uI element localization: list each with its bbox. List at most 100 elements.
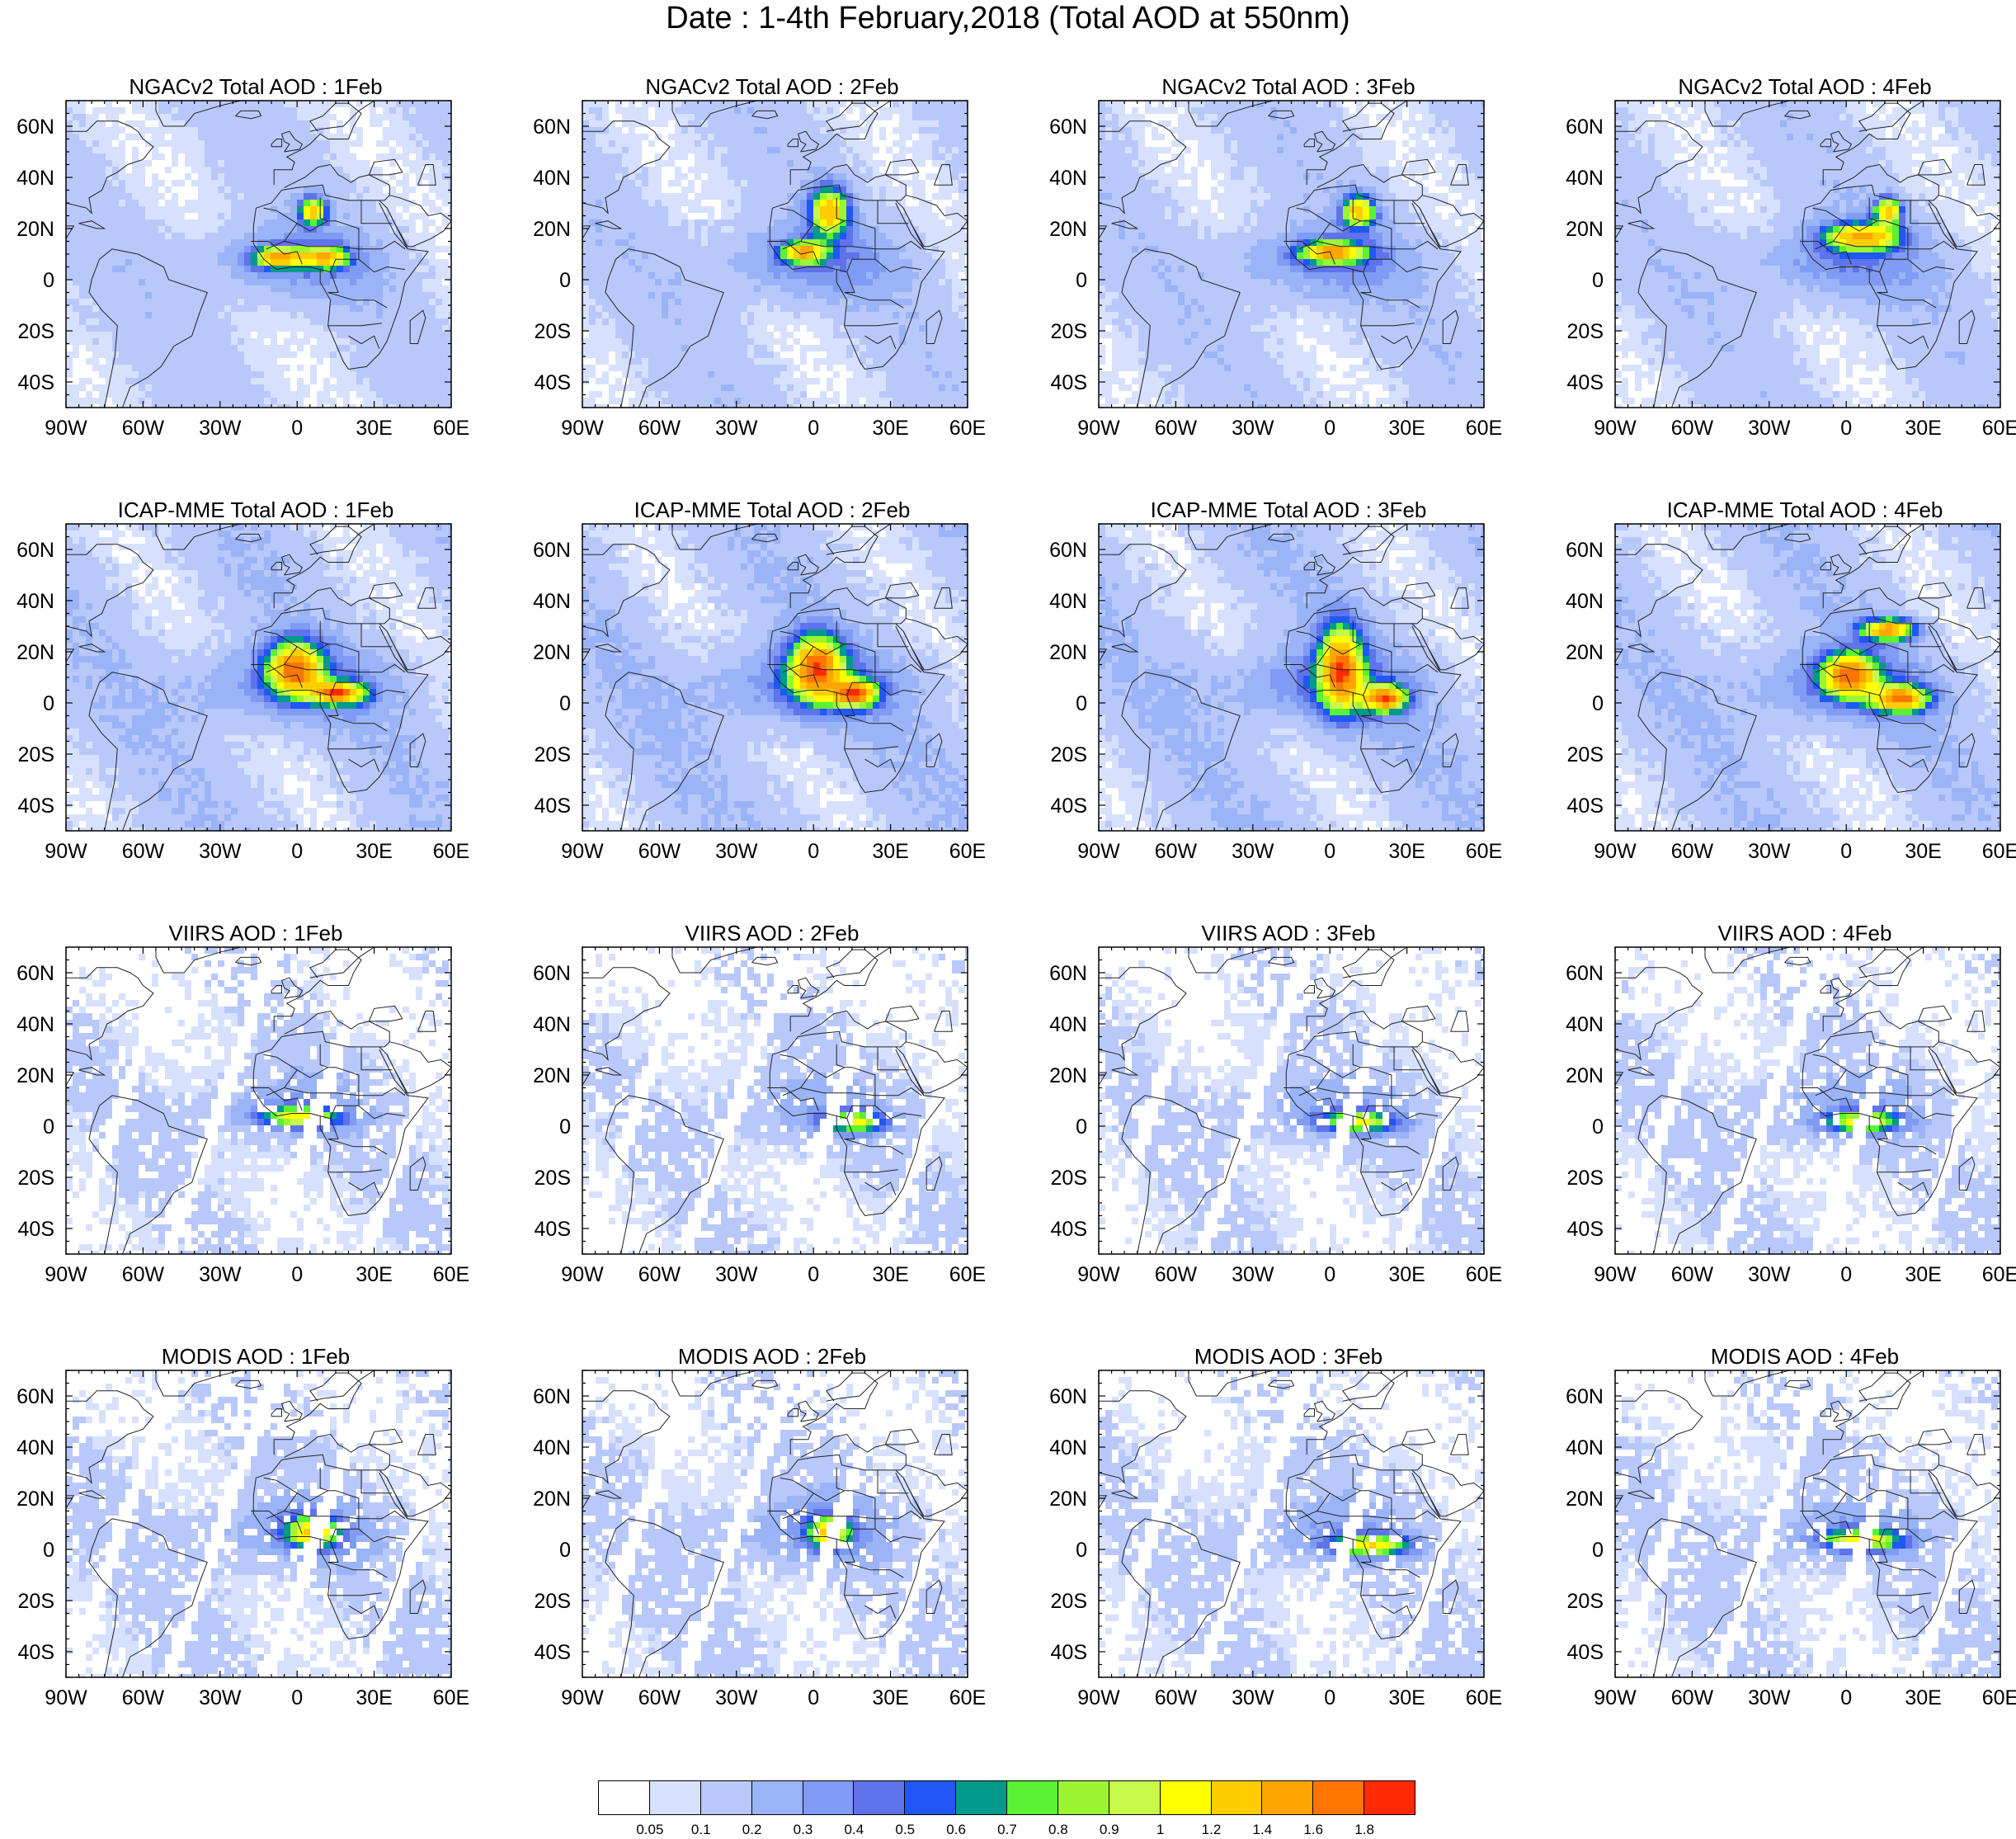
x-tick-label: 60E <box>1982 1263 2016 1286</box>
map-panel: MODIS AOD : 1Feb 90W 60W 30W 0 30E 60E 60N 40N 20… <box>0 1344 511 1756</box>
x-tick-label: 30W <box>1748 1686 1791 1709</box>
aod-map: 90W 60W 30W 0 30E 60E 60N 40N 20N 0 20S 40S <box>533 100 986 440</box>
y-tick-label: 40N <box>16 590 54 613</box>
x-tick-label: 30E <box>1388 1686 1425 1709</box>
x-tick-label: 60E <box>433 840 469 863</box>
y-tick-label: 20N <box>1566 218 1604 241</box>
colorbar-label: 0.3 <box>794 1822 813 1838</box>
panel-title: VIIRS AOD : 4Feb <box>1549 921 2016 945</box>
aod-field <box>66 101 451 408</box>
y-tick-label: 20N <box>1049 641 1087 664</box>
x-tick-label: 90W <box>1594 840 1637 863</box>
x-tick-label: 60E <box>1466 1686 1502 1709</box>
x-tick-label: 30E <box>356 840 392 863</box>
colorbar-swatch <box>853 1780 906 1815</box>
x-tick-label: 60E <box>433 1686 469 1709</box>
coastlines <box>1615 101 2000 408</box>
x-tick-label: 60W <box>1671 1686 1714 1709</box>
x-tick-label: 90W <box>561 1263 604 1286</box>
y-tick-label: 40S <box>18 371 54 394</box>
x-tick-label: 90W <box>561 840 604 863</box>
x-tick-label: 60W <box>122 840 165 863</box>
y-tick-label: 40N <box>16 1013 54 1036</box>
x-tick-label: 30E <box>1905 1263 1941 1286</box>
aod-field <box>1615 101 2000 408</box>
x-tick-label: 30W <box>199 1263 242 1286</box>
colorbar-label: 1.8 <box>1354 1822 1374 1838</box>
y-tick-label: 60N <box>1049 539 1087 562</box>
y-tick-label: 20N <box>1049 218 1087 241</box>
figure-title: Date : 1-4th February,2018 (Total AOD at… <box>0 0 2016 36</box>
colorbar-swatch <box>955 1780 1007 1815</box>
x-tick-label: 30W <box>715 1263 758 1286</box>
x-tick-label: 60E <box>433 417 469 440</box>
y-tick-label: 0 <box>559 269 571 292</box>
y-tick-label: 40N <box>1566 1013 1604 1036</box>
y-tick-label: 20S <box>1051 743 1087 766</box>
y-tick-label: 0 <box>43 269 54 292</box>
y-tick-label: 0 <box>1592 1115 1604 1139</box>
x-tick-label: 30E <box>356 1263 392 1286</box>
coastlines <box>1099 1370 1484 1677</box>
y-tick-label: 20S <box>535 1167 571 1190</box>
coastlines <box>66 101 451 408</box>
y-tick-label: 20N <box>16 218 54 241</box>
aod-field <box>66 524 451 831</box>
y-tick-label: 0 <box>559 1115 571 1139</box>
x-tick-label: 90W <box>1077 1263 1120 1286</box>
aod-map: 90W 60W 30W 0 30E 60E 60N 40N 20N 0 20S 40S <box>533 1370 986 1709</box>
y-tick-label: 20N <box>16 1064 54 1087</box>
x-tick-label: 60W <box>1671 840 1714 863</box>
colorbar-swatch <box>598 1780 650 1815</box>
aod-field <box>1615 1370 2000 1677</box>
y-tick-label: 20N <box>533 641 571 664</box>
panel-title: ICAP-MME Total AOD : 1Feb <box>0 497 511 522</box>
x-tick-label: 60W <box>1155 840 1198 863</box>
colorbar-swatch <box>904 1780 957 1815</box>
y-tick-label: 20S <box>18 1167 54 1190</box>
aod-map: 90W 60W 30W 0 30E 60E 60N 40N 20N 0 20S 40S <box>1566 100 2016 440</box>
y-tick-label: 20N <box>1049 1488 1087 1511</box>
colorbar-swatch <box>1108 1780 1161 1815</box>
x-tick-label: 30W <box>199 840 242 863</box>
x-tick-label: 0 <box>1840 1686 1852 1709</box>
coastlines <box>582 524 968 831</box>
y-tick-label: 60N <box>1049 116 1087 139</box>
x-tick-label: 30W <box>1748 1263 1791 1286</box>
x-tick-label: 30E <box>1388 840 1425 863</box>
y-tick-label: 20S <box>1567 1590 1604 1613</box>
x-tick-label: 30W <box>1748 840 1791 863</box>
x-tick-label: 0 <box>1324 417 1335 440</box>
x-tick-label: 30W <box>715 1686 758 1709</box>
y-tick-label: 40S <box>1051 1641 1087 1664</box>
colorbar-label: 0.4 <box>845 1822 864 1838</box>
y-tick-label: 60N <box>533 962 571 985</box>
y-tick-label: 20N <box>533 1488 571 1511</box>
aod-map: 90W 60W 30W 0 30E 60E 60N 40N 20N 0 20S 40S <box>16 523 469 863</box>
panel-title: VIIRS AOD : 3Feb <box>1033 921 1544 945</box>
y-tick-label: 40N <box>1049 1436 1087 1459</box>
coastlines <box>1615 947 2000 1254</box>
colorbar-label: 1.6 <box>1303 1822 1323 1838</box>
x-tick-label: 30W <box>715 417 758 440</box>
y-tick-label: 0 <box>1076 269 1087 292</box>
y-tick-label: 0 <box>559 692 571 715</box>
coastlines <box>66 524 451 831</box>
y-tick-label: 40S <box>1051 371 1087 394</box>
colorbar-label: 1.2 <box>1202 1822 1222 1838</box>
aod-field <box>1099 524 1484 831</box>
aod-map: 90W 60W 30W 0 30E 60E 60N 40N 20N 0 20S 40S <box>16 100 469 440</box>
x-tick-label: 60E <box>949 1263 986 1286</box>
y-tick-label: 60N <box>533 1385 571 1408</box>
x-tick-label: 30W <box>1232 417 1274 440</box>
x-tick-label: 90W <box>45 417 87 440</box>
x-tick-label: 0 <box>1324 1263 1335 1286</box>
y-tick-label: 60N <box>16 539 54 562</box>
y-tick-label: 60N <box>1566 962 1604 985</box>
x-tick-label: 60E <box>949 1686 986 1709</box>
x-tick-label: 60W <box>638 840 681 863</box>
panel-title: NGACv2 Total AOD : 3Feb <box>1033 74 1544 99</box>
x-tick-label: 60E <box>1982 417 2016 440</box>
y-tick-label: 0 <box>43 1539 54 1562</box>
map-panel: NGACv2 Total AOD : 3Feb 90W 60W 30W 0 30E 60E 6… <box>1033 74 1544 487</box>
